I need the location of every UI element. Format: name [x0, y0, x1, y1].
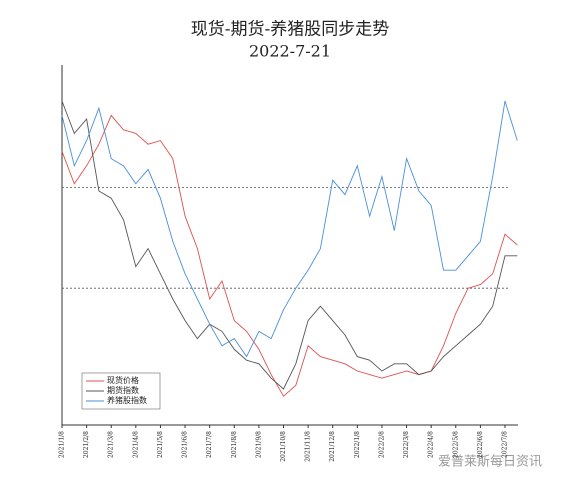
watermark: 爱普莱斯每日资讯: [438, 454, 542, 470]
x-tick-label: 2021/10/8: [280, 431, 287, 462]
x-tick-label: 2022/4/8: [428, 431, 435, 458]
x-tick-label: 2021/5/8: [157, 431, 164, 458]
x-tick-label: 2022/6/8: [477, 431, 484, 458]
x-tick-label: 2022/3/8: [403, 431, 410, 458]
x-tick-label: 2021/8/8: [231, 431, 238, 458]
chart-subtitle: 2022-7-21: [249, 42, 331, 61]
x-tick-label: 2021/3/8: [108, 431, 115, 458]
x-tick-label: 2022/1/8: [354, 431, 361, 458]
legend-label: 养猪股指数: [107, 395, 147, 405]
line-series: [61, 100, 518, 358]
x-tick-label: 2021/9/8: [255, 431, 262, 458]
line-series: [61, 114, 518, 397]
x-tick-label: 2021/1/8: [59, 431, 66, 458]
x-tick-label: 2022/2/8: [378, 431, 385, 458]
x-tick-label: 2021/7/8: [206, 431, 213, 458]
chart-title: 现货-期货-养猪股同步走势: [191, 20, 390, 40]
x-tick-label: 2021/2/8: [83, 431, 90, 458]
legend-label: 现货价格: [107, 375, 139, 385]
x-tick-label: 2021/12/8: [329, 431, 336, 462]
legend-label: 期货指数: [107, 385, 139, 395]
x-tick-label: 2022/7/8: [502, 431, 509, 458]
x-tick-label: 2022/5/8: [452, 431, 459, 458]
line-series: [61, 100, 518, 390]
x-tick-label: 2021/11/8: [305, 431, 312, 462]
x-tick-label: 2021/4/8: [132, 431, 139, 458]
x-tick-label: 2021/6/8: [182, 431, 189, 458]
